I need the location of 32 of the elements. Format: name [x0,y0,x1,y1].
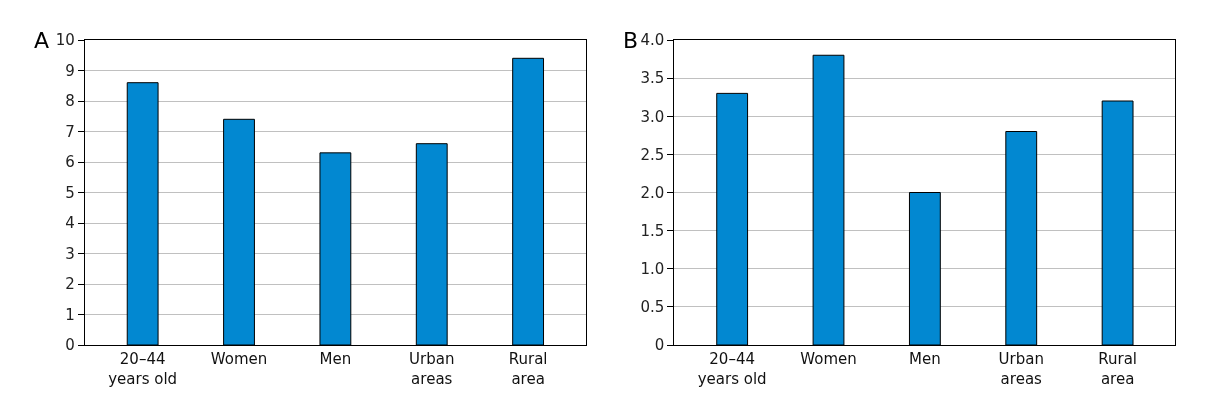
x-tick-label: 20–44 years old [108,350,178,388]
y-tick-label: 1.5 [640,221,665,240]
y-tick-label: 5 [65,183,75,202]
y-tick-label: 3 [65,244,75,263]
y-tick-label: 4 [65,214,75,233]
y-tick-label: 6 [65,153,75,172]
y-tick-label: 9 [65,61,75,80]
y-tick-label: 3.0 [640,107,665,126]
y-tick-label: 10 [55,31,75,50]
y-tick-label: 7 [65,122,75,141]
x-tick-label: Urban areas [998,350,1044,388]
x-tick-label: Urban areas [409,350,455,388]
y-tick-label: 1 [65,305,75,324]
chart-title: B [623,28,639,53]
y-tick-label: 0 [65,336,75,355]
x-tick-label: Men [319,350,352,368]
x-tick-label: 20–44 years old [697,350,767,388]
x-tick-label: Men [909,350,941,368]
y-tick-label: 0 [654,336,665,355]
y-tick-label: 2.0 [640,183,665,202]
y-tick-label: 2 [65,275,75,294]
x-tick-label: Women [210,350,268,368]
y-tick-label: 1.0 [640,260,665,278]
y-tick-label: 0.5 [640,298,665,317]
x-tick-label: Women [800,350,857,368]
x-tick-label: Rural area [508,350,548,388]
y-tick-label: 2.5 [640,145,665,164]
y-tick-label: 8 [65,92,75,111]
y-tick-label: 3.5 [640,69,665,88]
chart-title: A [34,28,50,53]
x-tick-label: Rural area [1098,350,1137,388]
y-tick-label: 4.0 [640,31,665,50]
